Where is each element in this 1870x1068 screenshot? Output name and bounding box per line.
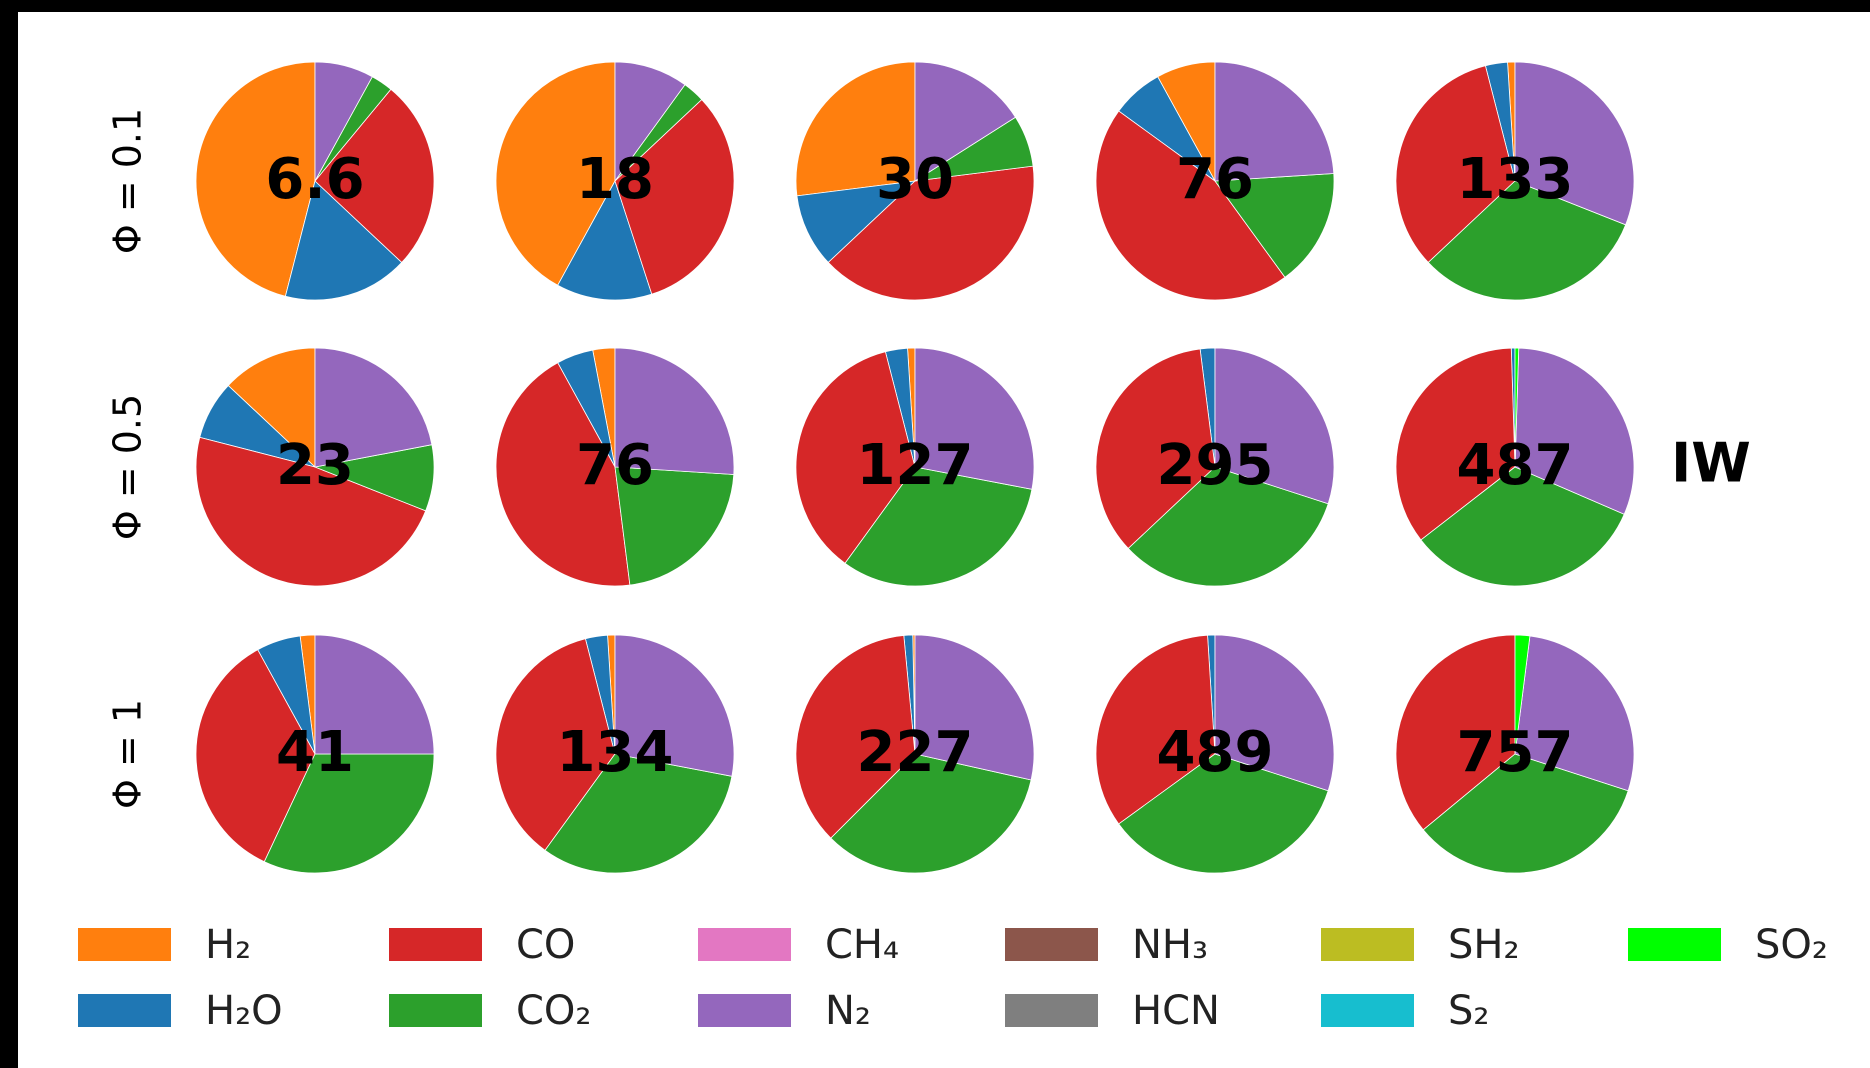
legend-swatch [698, 994, 791, 1027]
pie-slice [614, 634, 735, 777]
pie-slice [1214, 61, 1335, 182]
pie-slice [844, 466, 1033, 587]
pie-slice [914, 634, 1035, 781]
pie-slice [614, 98, 735, 295]
pie-slice [314, 634, 435, 755]
pie-slice [314, 61, 373, 182]
legend-swatch [389, 994, 482, 1027]
pie-slice [830, 753, 1032, 874]
legend-label: CO₂ [516, 988, 591, 1034]
legend-swatch [698, 928, 791, 961]
legend-label: NH₃ [1132, 922, 1208, 968]
legend-label: SO₂ [1755, 922, 1828, 968]
pie-label: 23 [276, 433, 354, 498]
pie-slice [1214, 173, 1335, 278]
pie-label: 295 [1157, 433, 1274, 498]
row-label: Φ = 1 [106, 699, 150, 809]
pie-slice [195, 436, 427, 587]
legend-label: H₂ [205, 922, 251, 968]
pie-slice [796, 180, 917, 264]
row-label: Φ = 0.1 [106, 108, 150, 254]
pie-label: 41 [276, 720, 354, 785]
pie-label: 30 [876, 147, 954, 212]
pie-slice [1095, 634, 1216, 825]
pie-label: 133 [1457, 147, 1574, 212]
legend-swatch [78, 994, 171, 1027]
pie-slice [284, 180, 403, 301]
pie-slice [1095, 110, 1286, 301]
pie-label: 76 [576, 433, 654, 498]
pie-slice [1514, 347, 1520, 468]
pie-slice [1214, 634, 1335, 792]
pie-slice [795, 635, 916, 839]
legend-swatch [1321, 928, 1414, 961]
pie-label: 6.6 [265, 147, 364, 212]
pie-slice [614, 466, 735, 586]
pie-slice [795, 351, 916, 564]
pie-slice [1427, 180, 1627, 301]
pie-slice [1514, 634, 1531, 755]
pie-slice [1214, 347, 1335, 505]
pie-slice [1514, 635, 1635, 792]
legend-swatch [389, 928, 482, 961]
pie-slice [1127, 466, 1329, 587]
pie-slice [795, 61, 916, 197]
pie-slice [314, 347, 433, 468]
pie-slice [914, 347, 1035, 490]
pie-slice [227, 347, 316, 468]
legend-label: SH₂ [1448, 922, 1520, 968]
pie-slice [1395, 65, 1516, 264]
pie-slice [544, 753, 733, 874]
annotation: IW [1671, 432, 1751, 495]
legend-swatch [1005, 994, 1098, 1027]
pie-label: 76 [1176, 147, 1254, 212]
pie-slice [1395, 347, 1516, 541]
pie-slice [1118, 753, 1329, 874]
legend-swatch [78, 928, 171, 961]
pie-slice [195, 61, 316, 297]
legend-label: HCN [1132, 988, 1220, 1034]
pie-label: 18 [576, 147, 654, 212]
legend-label: CH₄ [825, 922, 899, 968]
pie-label: 757 [1457, 720, 1574, 785]
pie-slice [1395, 634, 1516, 831]
pie-label: 487 [1457, 433, 1574, 498]
pie-label: 489 [1157, 720, 1274, 785]
pie-slice [614, 61, 686, 183]
pie-slice [495, 61, 616, 286]
legend-swatch [1628, 928, 1721, 961]
pie-label: 134 [557, 720, 674, 785]
pie-slice [557, 179, 653, 301]
legend-label: CO [516, 922, 575, 968]
pie-slice [1422, 753, 1629, 874]
legend-swatch [1321, 994, 1414, 1027]
legend-swatch [1005, 928, 1098, 961]
pie-slice [263, 753, 435, 874]
pie-slice [314, 88, 435, 264]
pie-slice [1514, 347, 1635, 515]
row-label: Φ = 0.5 [106, 394, 150, 540]
pie-slice [827, 165, 1035, 301]
legend-label: S₂ [1448, 988, 1489, 1034]
pie-label: 127 [857, 433, 974, 498]
pie-label: 227 [857, 720, 974, 785]
legend-label: N₂ [825, 988, 871, 1034]
pie-slice [495, 638, 616, 851]
pie-slice [495, 362, 631, 587]
pie-slice [195, 649, 316, 863]
legend-label: H₂O [205, 988, 283, 1034]
pie-slice [614, 347, 735, 475]
pie-slice [1514, 61, 1635, 226]
pie-slice [1420, 466, 1625, 587]
pie-slice [914, 61, 1017, 182]
pie-slice [1095, 348, 1216, 550]
